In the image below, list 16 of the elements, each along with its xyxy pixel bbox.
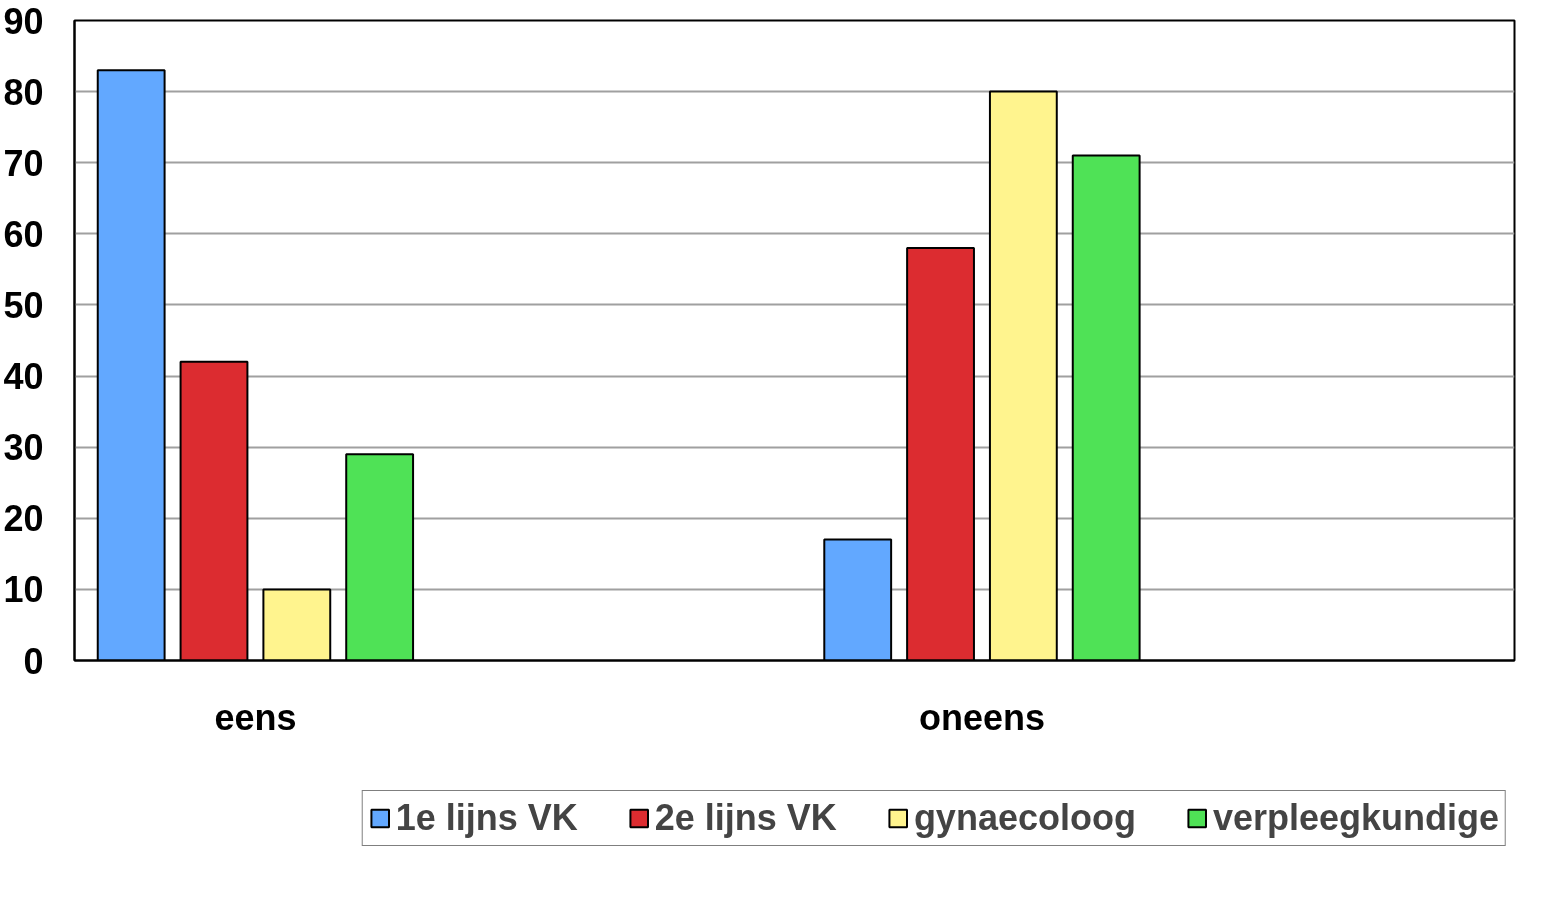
x-tick-label: eens: [214, 696, 297, 738]
y-tick-label: 50: [3, 284, 44, 326]
y-tick-label: 80: [3, 71, 44, 113]
x-tick-label: oneens: [918, 696, 1045, 738]
y-tick-label: 90: [3, 0, 44, 42]
legend-label: 1e lijns VK: [395, 797, 578, 839]
y-tick-label: 70: [3, 142, 44, 184]
y-tick-label: 60: [3, 213, 44, 255]
y-tick-label: 20: [3, 498, 44, 540]
y-tick-label: 30: [3, 427, 44, 469]
y-tick-label: 0: [23, 640, 44, 682]
legend-label: 2e lijns VK: [654, 797, 837, 839]
y-tick-label: 10: [3, 569, 44, 611]
y-tick-label: 40: [3, 356, 44, 398]
legend-label: gynaecoloog: [913, 797, 1136, 839]
legend-label: verpleegkundige: [1212, 797, 1499, 839]
